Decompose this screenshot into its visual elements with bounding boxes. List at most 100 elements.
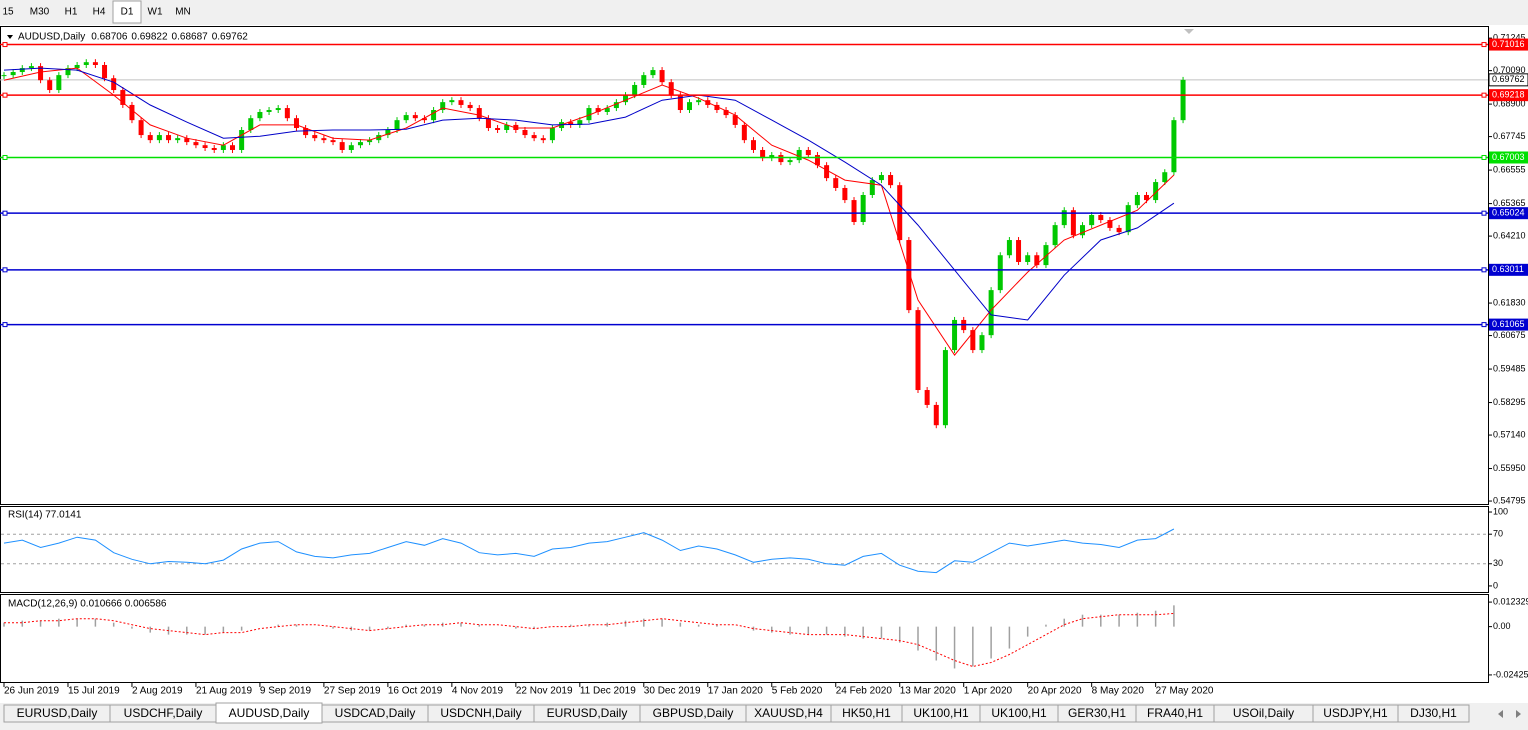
candle-body xyxy=(321,138,327,141)
collapse-arrow[interactable] xyxy=(7,35,13,39)
x-tick-label: 27 May 2020 xyxy=(1156,686,1214,697)
candle-body xyxy=(1016,240,1022,262)
tab-label[interactable]: XAUUSD,H4 xyxy=(754,706,823,720)
candle-body xyxy=(1125,205,1131,233)
candle-body xyxy=(394,120,400,130)
tab-label[interactable]: GER30,H1 xyxy=(1068,706,1126,720)
candle-body xyxy=(1144,195,1149,201)
tab-label[interactable]: USOil,Daily xyxy=(1233,706,1294,720)
candle-body xyxy=(915,310,921,391)
timeframe-button[interactable]: 15 xyxy=(2,7,14,18)
candle-body xyxy=(696,100,702,103)
tab-label[interactable]: EURUSD,Daily xyxy=(17,706,98,720)
level-handle[interactable] xyxy=(1481,322,1487,328)
candle-body xyxy=(138,120,144,136)
chart-header: AUDUSD,Daily xyxy=(18,32,85,43)
x-tick-label: 9 Sep 2019 xyxy=(260,686,312,697)
candle-body xyxy=(787,160,793,163)
level-label: 0.71016 xyxy=(1492,39,1525,49)
candle-body xyxy=(842,187,848,201)
candle-body xyxy=(239,129,245,150)
scroll-left[interactable] xyxy=(1498,710,1503,718)
level-handle[interactable] xyxy=(1481,267,1487,273)
y-tick-label: 0.71245 xyxy=(1493,32,1526,42)
candle-body xyxy=(19,68,25,73)
timeframe-button[interactable]: H4 xyxy=(93,7,106,18)
tab-label[interactable]: EURUSD,Daily xyxy=(547,706,628,720)
candle-body xyxy=(814,155,820,166)
scroll-right[interactable] xyxy=(1516,710,1521,718)
level-handle[interactable] xyxy=(1481,154,1487,160)
candle-body xyxy=(220,145,226,150)
candle-body xyxy=(970,330,976,351)
candle-body xyxy=(193,142,199,146)
tab-label[interactable]: GBPUSD,Daily xyxy=(653,706,734,720)
level-handle[interactable] xyxy=(2,210,8,216)
level-label-box xyxy=(1489,318,1528,331)
candle-body xyxy=(403,115,409,121)
y-tick-label: 0.59485 xyxy=(1493,363,1526,373)
level-handle[interactable] xyxy=(2,42,8,48)
candle-body xyxy=(732,115,738,125)
candle-body xyxy=(531,135,537,139)
candle-body xyxy=(184,138,190,143)
candle-body xyxy=(860,195,866,223)
level-handle[interactable] xyxy=(1481,210,1487,216)
y-tick-label: 0.66555 xyxy=(1493,164,1526,174)
y-tick-label: -0.02425 xyxy=(1493,669,1528,679)
level-label: 0.67003 xyxy=(1492,152,1525,162)
main-panel-border xyxy=(0,26,1489,505)
candle-body xyxy=(778,155,784,163)
tab-label[interactable]: USDCHF,Daily xyxy=(124,706,203,720)
candle-body xyxy=(906,240,912,311)
candle-body xyxy=(111,78,117,91)
tab-label[interactable]: UK100,H1 xyxy=(913,706,969,720)
candle-body xyxy=(1034,255,1040,266)
timeframe-button[interactable]: D1 xyxy=(121,7,134,18)
tab[interactable] xyxy=(1397,704,1470,723)
candle-body xyxy=(504,124,510,130)
tab-label[interactable]: FRA40,H1 xyxy=(1147,706,1203,720)
candle-body xyxy=(147,135,153,141)
level-handle[interactable] xyxy=(2,154,8,160)
tab-label[interactable]: USDJPY,H1 xyxy=(1323,706,1388,720)
timeframe-button[interactable]: M30 xyxy=(30,7,50,18)
y-tick-label: 30 xyxy=(1493,558,1503,568)
candle-body xyxy=(449,100,455,103)
x-tick-label: 13 Mar 2020 xyxy=(900,686,957,697)
candle-body xyxy=(476,108,482,119)
y-tick-label: 0.67745 xyxy=(1493,131,1526,141)
tab-label[interactable]: HK50,H1 xyxy=(842,706,891,720)
candle-body xyxy=(230,145,235,150)
timeframe-button[interactable]: MN xyxy=(175,7,191,18)
candle-body xyxy=(1153,182,1159,201)
candle-body xyxy=(74,64,80,69)
tab-label[interactable]: UK100,H1 xyxy=(991,706,1047,720)
candle-body xyxy=(1098,214,1104,221)
tab-label[interactable]: USDCNH,Daily xyxy=(440,706,521,720)
x-tick-label: 8 May 2020 xyxy=(1092,686,1145,697)
y-tick-label: 0.60675 xyxy=(1493,330,1526,340)
y-tick-label: 100 xyxy=(1493,506,1508,516)
tab-label[interactable]: USDCAD,Daily xyxy=(335,706,416,720)
candle-body xyxy=(65,68,71,76)
candle-body xyxy=(266,110,272,112)
level-handle[interactable] xyxy=(2,267,8,273)
timeframe-button[interactable]: H1 xyxy=(65,7,78,18)
candle-body xyxy=(339,142,345,150)
y-tick-label: 0.61830 xyxy=(1493,297,1526,307)
candle-body xyxy=(1089,214,1095,226)
level-handle[interactable] xyxy=(1481,92,1487,98)
candle-body xyxy=(1052,225,1058,246)
candle-body xyxy=(312,135,318,139)
x-tick-label: 11 Dec 2019 xyxy=(580,686,636,697)
level-handle[interactable] xyxy=(2,92,8,98)
level-label: 0.61065 xyxy=(1492,319,1525,329)
tab-label[interactable]: AUDUSD,Daily xyxy=(229,706,310,720)
candle-body xyxy=(577,120,583,125)
level-handle[interactable] xyxy=(1481,42,1487,48)
level-handle[interactable] xyxy=(2,322,8,328)
timeframe-button[interactable]: W1 xyxy=(148,7,163,18)
tab-label[interactable]: DJ30,H1 xyxy=(1410,706,1457,720)
candle-body xyxy=(513,124,519,130)
